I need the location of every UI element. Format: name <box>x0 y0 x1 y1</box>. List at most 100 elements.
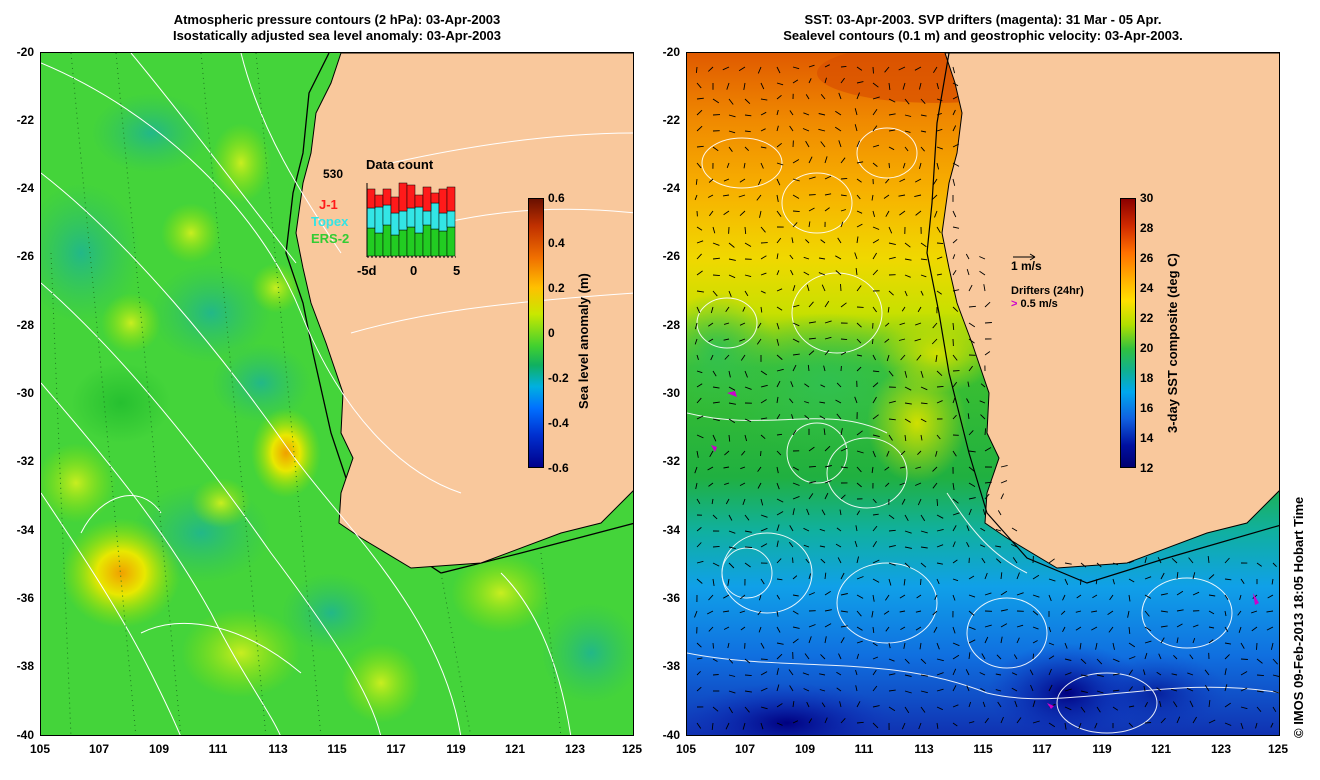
velocity-arrow <box>808 156 813 164</box>
velocity-arrow <box>902 82 906 90</box>
velocity-arrow <box>741 450 746 456</box>
velocity-arrow <box>1224 594 1229 601</box>
velocity-arrow <box>696 542 702 548</box>
velocity-arrow <box>818 113 826 116</box>
velocity-arrow <box>1188 557 1194 564</box>
velocity-arrow <box>968 284 973 292</box>
velocity-arrow <box>904 114 912 117</box>
velocity-arrow <box>792 638 799 644</box>
velocity-arrow <box>1000 464 1008 468</box>
velocity-arrow <box>757 466 762 472</box>
velocity-arrow <box>776 653 783 660</box>
velocity-arrow <box>1112 658 1120 663</box>
velocity-arrow <box>776 684 780 692</box>
drifter-arrow-icon: > <box>1011 298 1018 310</box>
velocity-arrow <box>872 269 879 276</box>
velocity-arrow <box>707 194 714 198</box>
velocity-arrow <box>696 240 704 244</box>
velocity-arrow <box>696 450 699 458</box>
velocity-arrow <box>888 129 896 132</box>
velocity-arrow <box>840 572 845 580</box>
velocity-arrow <box>966 398 970 404</box>
velocity-arrow <box>760 290 766 294</box>
velocity-arrow <box>1062 626 1066 633</box>
velocity-arrow <box>995 673 1002 676</box>
velocity-arrow <box>712 706 719 712</box>
right-lon-tick-5: 115 <box>973 742 993 756</box>
velocity-arrow <box>1192 572 1196 580</box>
velocity-arrow <box>883 194 890 199</box>
velocity-arrow <box>712 578 715 586</box>
velocity-arrow <box>744 562 751 568</box>
velocity-arrow <box>1251 626 1258 632</box>
velocity-arrow <box>818 257 826 260</box>
velocity-arrow <box>776 450 782 456</box>
velocity-arrow <box>984 493 990 500</box>
velocity-arrow <box>808 624 816 628</box>
velocity-arrow <box>968 365 973 372</box>
velocity-arrow <box>744 242 752 247</box>
velocity-arrow <box>835 270 842 276</box>
velocity-arrow <box>1186 687 1194 692</box>
velocity-arrow <box>920 578 922 585</box>
velocity-arrow <box>728 386 736 391</box>
velocity-arrow <box>1176 609 1184 612</box>
velocity-arrow <box>707 66 714 72</box>
velocity-arrow <box>805 239 810 244</box>
vector-scale-arrow <box>1013 253 1036 261</box>
velocity-arrow <box>1144 576 1152 580</box>
velocity-arrow <box>1240 658 1248 660</box>
velocity-arrow <box>995 545 1002 548</box>
right-lon-tick-1: 107 <box>734 742 756 756</box>
velocity-arrow <box>952 96 958 100</box>
velocity-arrow <box>932 482 938 489</box>
velocity-arrow <box>808 207 815 212</box>
velocity-arrow <box>855 669 858 676</box>
velocity-arrow <box>920 290 924 296</box>
velocity-arrow <box>1189 654 1194 660</box>
left-lat-tick-10: -40 <box>16 728 34 742</box>
velocity-arrow <box>952 238 958 244</box>
inset-xtick-0: 0 <box>410 263 418 278</box>
velocity-arrow <box>968 466 975 472</box>
velocity-arrow <box>856 322 862 328</box>
velocity-arrow <box>1032 610 1039 616</box>
velocity-arrow <box>808 176 816 180</box>
velocity-arrow <box>1256 706 1262 712</box>
velocity-arrow <box>744 530 752 533</box>
velocity-arrow <box>728 658 734 664</box>
velocity-arrow <box>840 351 847 356</box>
velocity-arrow <box>966 685 970 692</box>
velocity-arrow <box>967 381 970 388</box>
velocity-arrow <box>696 657 703 660</box>
velocity-arrow <box>696 578 703 584</box>
velocity-arrow <box>728 514 733 521</box>
velocity-arrow <box>932 322 938 329</box>
right-lat-tick-2: -24 <box>662 181 680 195</box>
velocity-arrow <box>899 594 906 599</box>
velocity-arrow <box>871 194 874 201</box>
velocity-arrow <box>760 128 766 132</box>
velocity-arrow <box>872 125 878 132</box>
velocity-arrow <box>936 128 943 132</box>
velocity-arrow <box>872 559 880 564</box>
sea-level-anomaly-field <box>41 53 633 735</box>
velocity-arrow <box>981 557 986 564</box>
velocity-arrow <box>1080 562 1087 568</box>
velocity-arrow <box>968 430 974 436</box>
velocity-arrow <box>806 508 810 516</box>
velocity-arrow <box>744 706 750 713</box>
velocity-arrow <box>1240 722 1244 730</box>
velocity-arrow <box>1143 685 1146 692</box>
velocity-arrow <box>742 306 746 312</box>
sst-field <box>687 53 1279 735</box>
velocity-arrow <box>932 610 938 616</box>
velocity-arrow <box>1095 642 1098 650</box>
velocity-arrow <box>738 66 746 72</box>
velocity-arrow <box>712 514 718 520</box>
velocity-arrow <box>936 112 942 116</box>
velocity-arrow <box>802 672 810 676</box>
velocity-arrow <box>776 306 783 311</box>
velocity-arrow <box>918 82 922 90</box>
velocity-arrow <box>760 417 768 420</box>
